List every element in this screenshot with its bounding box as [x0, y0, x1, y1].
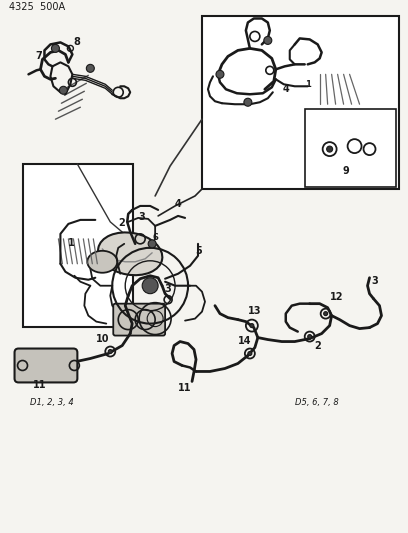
Ellipse shape [87, 251, 117, 273]
Text: 2: 2 [315, 341, 322, 351]
Text: 14: 14 [238, 336, 251, 345]
Text: D1, 2, 3, 4: D1, 2, 3, 4 [31, 398, 74, 407]
Ellipse shape [98, 232, 162, 275]
Bar [305, 109, 397, 187]
Circle shape [148, 240, 156, 248]
Text: 8: 8 [73, 37, 80, 47]
Text: D5, 6, 7, 8: D5, 6, 7, 8 [295, 398, 339, 407]
Text: 11: 11 [178, 383, 192, 393]
Text: 11: 11 [33, 381, 46, 390]
Text: 3: 3 [138, 212, 145, 222]
Circle shape [264, 36, 272, 44]
Text: 1: 1 [69, 238, 75, 248]
Circle shape [308, 335, 312, 338]
Circle shape [248, 352, 252, 356]
Text: 4: 4 [283, 84, 290, 94]
Text: 10: 10 [96, 334, 110, 344]
Text: 5: 5 [195, 246, 202, 256]
Text: 3: 3 [164, 284, 171, 294]
Text: 6: 6 [152, 233, 158, 242]
Circle shape [86, 64, 94, 72]
Circle shape [108, 350, 112, 353]
Circle shape [250, 324, 254, 328]
Bar [22, 164, 133, 327]
Text: 12: 12 [330, 292, 343, 302]
Circle shape [244, 98, 252, 106]
Text: 1: 1 [305, 80, 310, 89]
Text: 13: 13 [248, 305, 262, 316]
Circle shape [216, 70, 224, 78]
Text: 3: 3 [372, 276, 378, 286]
Text: 4325  500A: 4325 500A [9, 3, 65, 12]
Circle shape [60, 86, 67, 94]
Circle shape [51, 44, 60, 52]
Text: 9: 9 [343, 166, 349, 176]
Text: 2: 2 [118, 218, 125, 228]
Bar [202, 17, 399, 189]
Text: 4: 4 [175, 199, 182, 209]
Circle shape [142, 278, 158, 294]
Text: 7: 7 [35, 51, 42, 61]
FancyBboxPatch shape [15, 349, 78, 383]
Circle shape [324, 312, 328, 316]
Circle shape [327, 146, 333, 152]
FancyBboxPatch shape [113, 304, 165, 336]
